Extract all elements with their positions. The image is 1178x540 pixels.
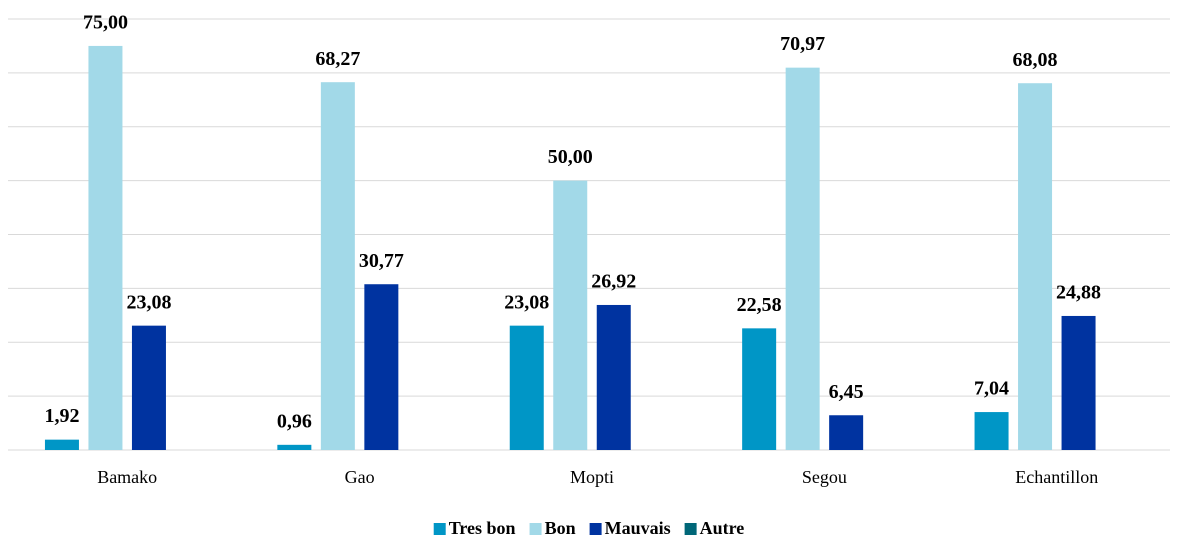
bar — [596, 304, 631, 450]
x-tick-label: Mopti — [570, 467, 614, 487]
data-label: 1,92 — [44, 405, 79, 427]
x-tick-label: Bamako — [97, 467, 157, 487]
legend-label: Mauvais — [605, 518, 671, 538]
bar — [1061, 315, 1096, 450]
bar — [785, 67, 820, 451]
data-label: 7,04 — [974, 378, 1009, 400]
legend-marker — [433, 523, 446, 535]
data-label: 26,92 — [591, 271, 636, 293]
bar — [509, 325, 544, 450]
bar — [44, 439, 79, 450]
legend-label: Autre — [700, 518, 745, 538]
x-tick-label: Segou — [802, 467, 847, 487]
bar — [320, 82, 355, 450]
bar — [88, 45, 123, 450]
legend-marker — [589, 523, 602, 535]
x-tick-label: Echantillon — [1015, 467, 1098, 487]
x-tick-label: Gao — [345, 467, 375, 487]
legend-marker — [684, 523, 697, 535]
bar — [277, 444, 312, 450]
data-label: 75,00 — [83, 12, 128, 34]
bar — [1018, 83, 1053, 451]
bar — [553, 180, 588, 450]
data-label: 70,97 — [780, 33, 825, 55]
data-label: 0,96 — [277, 410, 312, 432]
bar — [829, 415, 864, 450]
data-label: 23,08 — [504, 291, 549, 313]
legend-marker — [529, 523, 542, 535]
legend: Tres bon Bon Mauvais Autre — [433, 518, 745, 538]
legend-label: Tres bon — [449, 518, 516, 538]
data-label: 68,27 — [315, 48, 360, 70]
data-label: 6,45 — [829, 381, 864, 403]
data-label: 50,00 — [548, 146, 593, 168]
bar — [131, 325, 166, 450]
data-label: 23,08 — [126, 291, 171, 313]
legend-label: Bon — [545, 518, 576, 538]
bar — [364, 284, 399, 450]
bar — [974, 412, 1009, 450]
data-label: 30,77 — [359, 250, 404, 272]
bar — [742, 328, 777, 450]
data-label: 68,08 — [1013, 49, 1058, 71]
data-label: 22,58 — [737, 294, 782, 316]
data-label: 24,88 — [1056, 282, 1101, 304]
